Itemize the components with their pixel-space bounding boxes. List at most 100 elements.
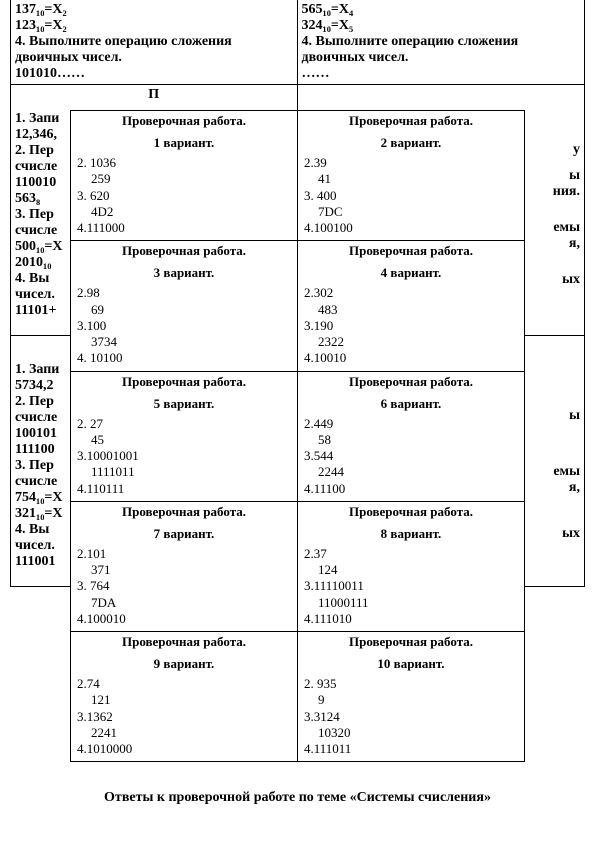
answer-line: 2. 935 [304, 676, 518, 692]
variant-subtitle: 5 вариант. [71, 394, 297, 416]
answer-line: 3. 620 [77, 188, 291, 204]
answer-line: 371 [77, 562, 291, 578]
answer-line: 121 [77, 692, 291, 708]
answer-line: 3.1362 [77, 709, 291, 725]
variant-body: 2.39413. 4007DC4.100100 [298, 155, 524, 240]
variant-subtitle: 8 вариант. [298, 524, 524, 546]
answer-line: 4D2 [77, 204, 291, 220]
answer-line: 7DC [304, 204, 518, 220]
txt: 137₁₀=X₂ [15, 2, 293, 18]
answer-line: 2. 1036 [77, 155, 291, 171]
variant-title: Проверочная работа. [71, 372, 297, 394]
answer-line: 2241 [77, 725, 291, 741]
variant-body: 2.98693.10037344. 10100 [71, 285, 297, 370]
answers-table: Проверочная работа.1 вариант.2. 10362593… [70, 110, 525, 762]
answer-line: 45 [77, 432, 291, 448]
variant-body: 2.449583.54422444.11100 [298, 416, 524, 501]
answer-line: 11000111 [304, 595, 518, 611]
answer-line: 2322 [304, 334, 518, 350]
variant-subtitle: 10 вариант. [298, 654, 524, 676]
variant-subtitle: 4 вариант. [298, 263, 524, 285]
txt: 101010…… [15, 66, 293, 82]
answer-line: 483 [304, 302, 518, 318]
answer-cell: Проверочная работа.1 вариант.2. 10362593… [71, 111, 298, 241]
answer-line: 9 [304, 692, 518, 708]
answer-cell: Проверочная работа.6 вариант.2.449583.54… [298, 371, 525, 501]
variant-subtitle: 7 вариант. [71, 524, 297, 546]
answer-line: 3.544 [304, 448, 518, 464]
answer-line: 4. 10100 [77, 350, 291, 366]
answer-line: 58 [304, 432, 518, 448]
answer-line: 3.190 [304, 318, 518, 334]
bg-top-right: 565₁₀=X₄ 324₁₀=X₅ 4. Выполните операцию … [298, 0, 585, 84]
answer-line: 3. 400 [304, 188, 518, 204]
answer-line: 3.11110011 [304, 578, 518, 594]
bg-top-left: 137₁₀=X₂ 123₁₀=X₂ 4. Выполните операцию … [11, 0, 298, 84]
txt: 324₁₀=X₅ [302, 18, 581, 34]
answer-line: 4.111010 [304, 611, 518, 627]
answer-line: 4.110111 [77, 481, 291, 497]
answer-line: 3734 [77, 334, 291, 350]
variant-subtitle: 1 вариант. [71, 133, 297, 155]
answer-cell: Проверочная работа.2 вариант.2.39413. 40… [298, 111, 525, 241]
answer-line: 3.3124 [304, 709, 518, 725]
txt: 4. Выполните операцию сложения двоичных … [15, 34, 293, 66]
variant-subtitle: 9 вариант. [71, 654, 297, 676]
answer-line: 4.10010 [304, 350, 518, 366]
variant-title: Проверочная работа. [298, 241, 524, 263]
answer-line: 3.100 [77, 318, 291, 334]
answer-line: 2.39 [304, 155, 518, 171]
answer-line: 2.449 [304, 416, 518, 432]
answer-line: 69 [77, 302, 291, 318]
answer-line: 4.100100 [304, 220, 518, 236]
answer-line: 2.74 [77, 676, 291, 692]
answer-cell: Проверочная работа.4 вариант.2.3024833.1… [298, 241, 525, 371]
answer-line: 4.11100 [304, 481, 518, 497]
answer-cell: Проверочная работа.10 вариант.2. 93593.3… [298, 632, 525, 762]
answer-line: 2. 27 [77, 416, 291, 432]
txt: 4. Выполните операцию сложения двоичных … [302, 34, 581, 66]
variant-title: Проверочная работа. [71, 502, 297, 524]
variant-body: 2.371243.11110011110001114.111010 [298, 546, 524, 631]
answer-line: 3.10001001 [77, 448, 291, 464]
variant-body: 2. 27453.1000100111110114.110111 [71, 416, 297, 501]
variant-body: 2.1013713. 7647DA4.100010 [71, 546, 297, 631]
txt: …… [302, 66, 581, 82]
answer-line: 124 [304, 562, 518, 578]
answer-line: 259 [77, 171, 291, 187]
txt: 565₁₀=X₄ [302, 2, 581, 18]
variant-title: Проверочная работа. [71, 241, 297, 263]
answer-line: 3. 764 [77, 578, 291, 594]
answer-line: 2.101 [77, 546, 291, 562]
answer-line: 10320 [304, 725, 518, 741]
answer-line: 2244 [304, 464, 518, 480]
variant-title: Проверочная работа. [298, 632, 524, 654]
answer-cell: Проверочная работа.5 вариант.2. 27453.10… [71, 371, 298, 501]
answer-line: 4.100010 [77, 611, 291, 627]
bottom-title: Ответы к проверочной работе по теме «Сис… [0, 790, 595, 806]
variant-body: 2.3024833.19023224.10010 [298, 285, 524, 370]
txt: 123₁₀=X₂ [15, 18, 293, 34]
variant-body: 2. 10362593. 6204D24.111000 [71, 155, 297, 240]
answer-cell: Проверочная работа.9 вариант.2.741213.13… [71, 632, 298, 762]
txt: П [15, 87, 293, 103]
answer-line: 2.37 [304, 546, 518, 562]
variant-title: Проверочная работа. [298, 372, 524, 394]
answer-cell: Проверочная работа.7 вариант.2.1013713. … [71, 501, 298, 631]
answer-line: 4.111011 [304, 741, 518, 757]
variant-subtitle: 2 вариант. [298, 133, 524, 155]
variant-title: Проверочная работа. [298, 502, 524, 524]
variant-title: Проверочная работа. [71, 632, 297, 654]
answer-line: 2.302 [304, 285, 518, 301]
answer-line: 4.111000 [77, 220, 291, 236]
variant-body: 2. 93593.3124103204.111011 [298, 676, 524, 761]
answer-line: 41 [304, 171, 518, 187]
variant-body: 2.741213.136222414.1010000 [71, 676, 297, 761]
variant-title: Проверочная работа. [298, 111, 524, 133]
answer-line: 7DA [77, 595, 291, 611]
answer-line: 2.98 [77, 285, 291, 301]
variant-title: Проверочная работа. [71, 111, 297, 133]
answer-line: 4.1010000 [77, 741, 291, 757]
answer-cell: Проверочная работа.3 вариант.2.98693.100… [71, 241, 298, 371]
answer-line: 1111011 [77, 464, 291, 480]
